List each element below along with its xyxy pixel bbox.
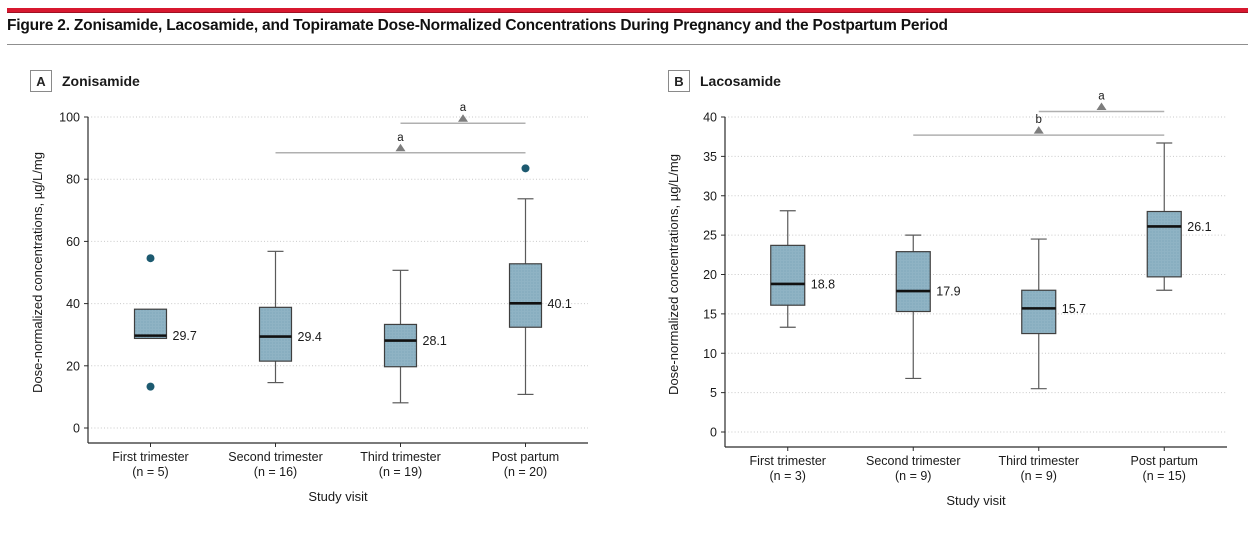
ytick-label-0: 0 [710, 426, 717, 440]
xcat-n-1: (n = 9) [895, 469, 931, 483]
sig-bracket-triangle-0 [1033, 126, 1044, 134]
box-1 [895, 251, 931, 313]
sig-bracket-label-1: a [1098, 90, 1105, 102]
ytick-label-80: 80 [66, 173, 80, 187]
top-red-rule [7, 8, 1248, 13]
sig-bracket-triangle-1 [458, 114, 468, 122]
panel-a-letter-badge: A [30, 70, 52, 92]
x-axis-title: Study visit [308, 489, 368, 504]
figure-title: Figure 2. Zonisamide, Lacosamide, and To… [7, 17, 948, 34]
boxplot-panel-b: 0 5 10 15 20 25 30 35 40 Dose-normalized concentr… [666, 90, 1227, 508]
box-0 [770, 244, 806, 306]
sig-bracket-label-0: a [397, 132, 404, 144]
xcat-n-3: (n = 20) [504, 465, 547, 479]
xcat-label-3: Post partum [1131, 454, 1198, 468]
sig-bracket-label-1: a [460, 102, 467, 114]
xcat-label-3: Post partum [492, 450, 559, 464]
xcat-label-0: First trimester [750, 454, 826, 468]
sig-bracket-triangle-1 [1096, 102, 1107, 110]
median-value-label-1: 29.4 [298, 330, 322, 344]
xcat-label-2: Third trimester [360, 450, 441, 464]
median-value-label-3: 26.1 [1187, 220, 1211, 234]
ytick-label-25: 25 [703, 229, 717, 243]
x-axis-title: Study visit [946, 493, 1006, 508]
ytick-label-15: 15 [703, 307, 717, 321]
median-value-label-3: 40.1 [548, 297, 572, 311]
box-3 [508, 263, 543, 328]
panel-b-header: B Lacosamide [668, 70, 781, 92]
xcat-n-0: (n = 5) [132, 465, 168, 479]
xcat-n-1: (n = 16) [254, 465, 297, 479]
ytick-label-40: 40 [703, 111, 717, 125]
y-axis-title: Dose-normalized concentrations, µg/L/mg [30, 152, 45, 393]
box-1 [258, 306, 293, 362]
ytick-label-20: 20 [66, 359, 80, 373]
outlier-0-0 [146, 382, 155, 391]
xcat-label-1: Second trimester [228, 450, 322, 464]
panel-a-title: Zonisamide [62, 73, 140, 89]
panel-b-title: Lacosamide [700, 73, 781, 89]
box-3 [1146, 210, 1182, 278]
outlier-3-0 [521, 164, 530, 173]
ytick-label-5: 5 [710, 386, 717, 400]
ytick-label-30: 30 [703, 189, 717, 203]
ytick-label-10: 10 [703, 347, 717, 361]
median-value-label-1: 17.9 [936, 285, 960, 299]
ytick-label-20: 20 [703, 268, 717, 282]
panel-b-letter-badge: B [668, 70, 690, 92]
box-2 [383, 323, 418, 368]
sig-bracket-triangle-0 [395, 143, 406, 152]
panel-a-header: A Zonisamide [30, 70, 140, 92]
ytick-label-60: 60 [66, 235, 80, 249]
median-value-label-2: 28.1 [423, 334, 447, 348]
xcat-n-2: (n = 9) [1021, 469, 1057, 483]
xcat-label-0: First trimester [112, 450, 188, 464]
boxplot-panel-a: 0 20 40 60 80 100 Dose-normalized concentratio… [30, 102, 588, 504]
title-divider [7, 44, 1248, 45]
y-axis-title: Dose-normalized concentrations, µg/L/mg [666, 154, 681, 395]
xcat-n-3: (n = 15) [1143, 469, 1186, 483]
ytick-label-40: 40 [66, 297, 80, 311]
median-value-label-0: 18.8 [811, 277, 835, 291]
ytick-label-100: 100 [59, 111, 80, 125]
box-2 [1021, 289, 1057, 335]
median-value-label-2: 15.7 [1062, 302, 1086, 316]
xcat-label-2: Third trimester [998, 454, 1079, 468]
xcat-n-2: (n = 19) [379, 465, 422, 479]
outlier-0-1 [146, 254, 155, 263]
xcat-n-0: (n = 3) [770, 469, 806, 483]
ytick-label-35: 35 [703, 150, 717, 164]
median-value-label-0: 29.7 [173, 329, 197, 343]
ytick-label-0: 0 [73, 422, 80, 436]
box-0 [133, 308, 168, 340]
xcat-label-1: Second trimester [866, 454, 960, 468]
sig-bracket-label-0: b [1036, 114, 1042, 126]
